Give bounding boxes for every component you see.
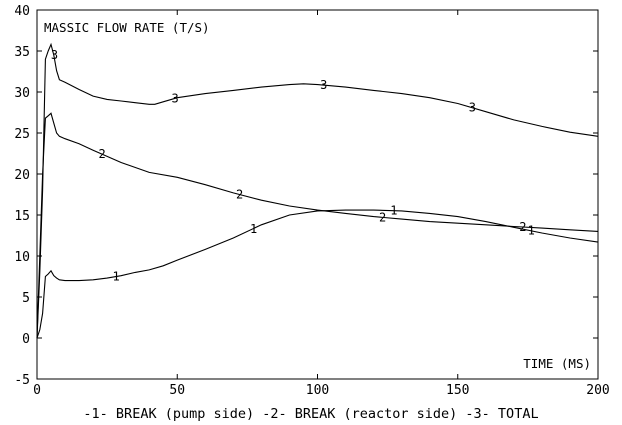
- y-tick-label: 5: [22, 291, 30, 306]
- series-marker-3: 3: [469, 101, 476, 115]
- y-tick-label: 40: [14, 4, 30, 19]
- series-line-1: [36, 209, 599, 339]
- y-tick-label: -5: [14, 373, 30, 388]
- x-tick-label: 0: [33, 383, 41, 398]
- x-tick-label: 200: [586, 383, 609, 398]
- legend-caption: -1- BREAK (pump side) -2- BREAK (reactor…: [83, 406, 538, 422]
- series-marker-2: 2: [236, 187, 243, 201]
- series-marker-2: 2: [519, 220, 526, 234]
- x-tick-label: 150: [446, 383, 469, 398]
- series-marker-3: 3: [51, 48, 58, 62]
- series-marker-1: 1: [250, 222, 257, 236]
- y-tick-label: 20: [14, 168, 30, 183]
- y-tick-label: 10: [14, 250, 30, 265]
- series-marker-2: 2: [379, 210, 386, 224]
- y-tick-label: 35: [14, 45, 30, 60]
- series-marker-3: 3: [320, 78, 327, 92]
- plot-frame: [36, 9, 599, 380]
- y-tick-label: 15: [14, 209, 30, 224]
- y-tick-label: 0: [22, 332, 30, 347]
- x-axis-label: TIME (MS): [523, 356, 591, 371]
- series-marker-1: 1: [390, 204, 397, 218]
- series-marker-1: 1: [528, 224, 535, 238]
- series-marker-1: 1: [113, 270, 120, 284]
- x-tick-label: 50: [169, 383, 185, 398]
- series-marker-2: 2: [99, 147, 106, 161]
- series-line-3: [36, 42, 599, 339]
- x-tick-label: 100: [306, 383, 329, 398]
- y-tick-label: 30: [14, 86, 30, 101]
- chart-inner-title: MASSIC FLOW RATE (T/S): [44, 20, 210, 35]
- series-marker-3: 3: [171, 92, 178, 106]
- series-line-2: [36, 112, 599, 339]
- y-tick-label: 25: [14, 127, 30, 142]
